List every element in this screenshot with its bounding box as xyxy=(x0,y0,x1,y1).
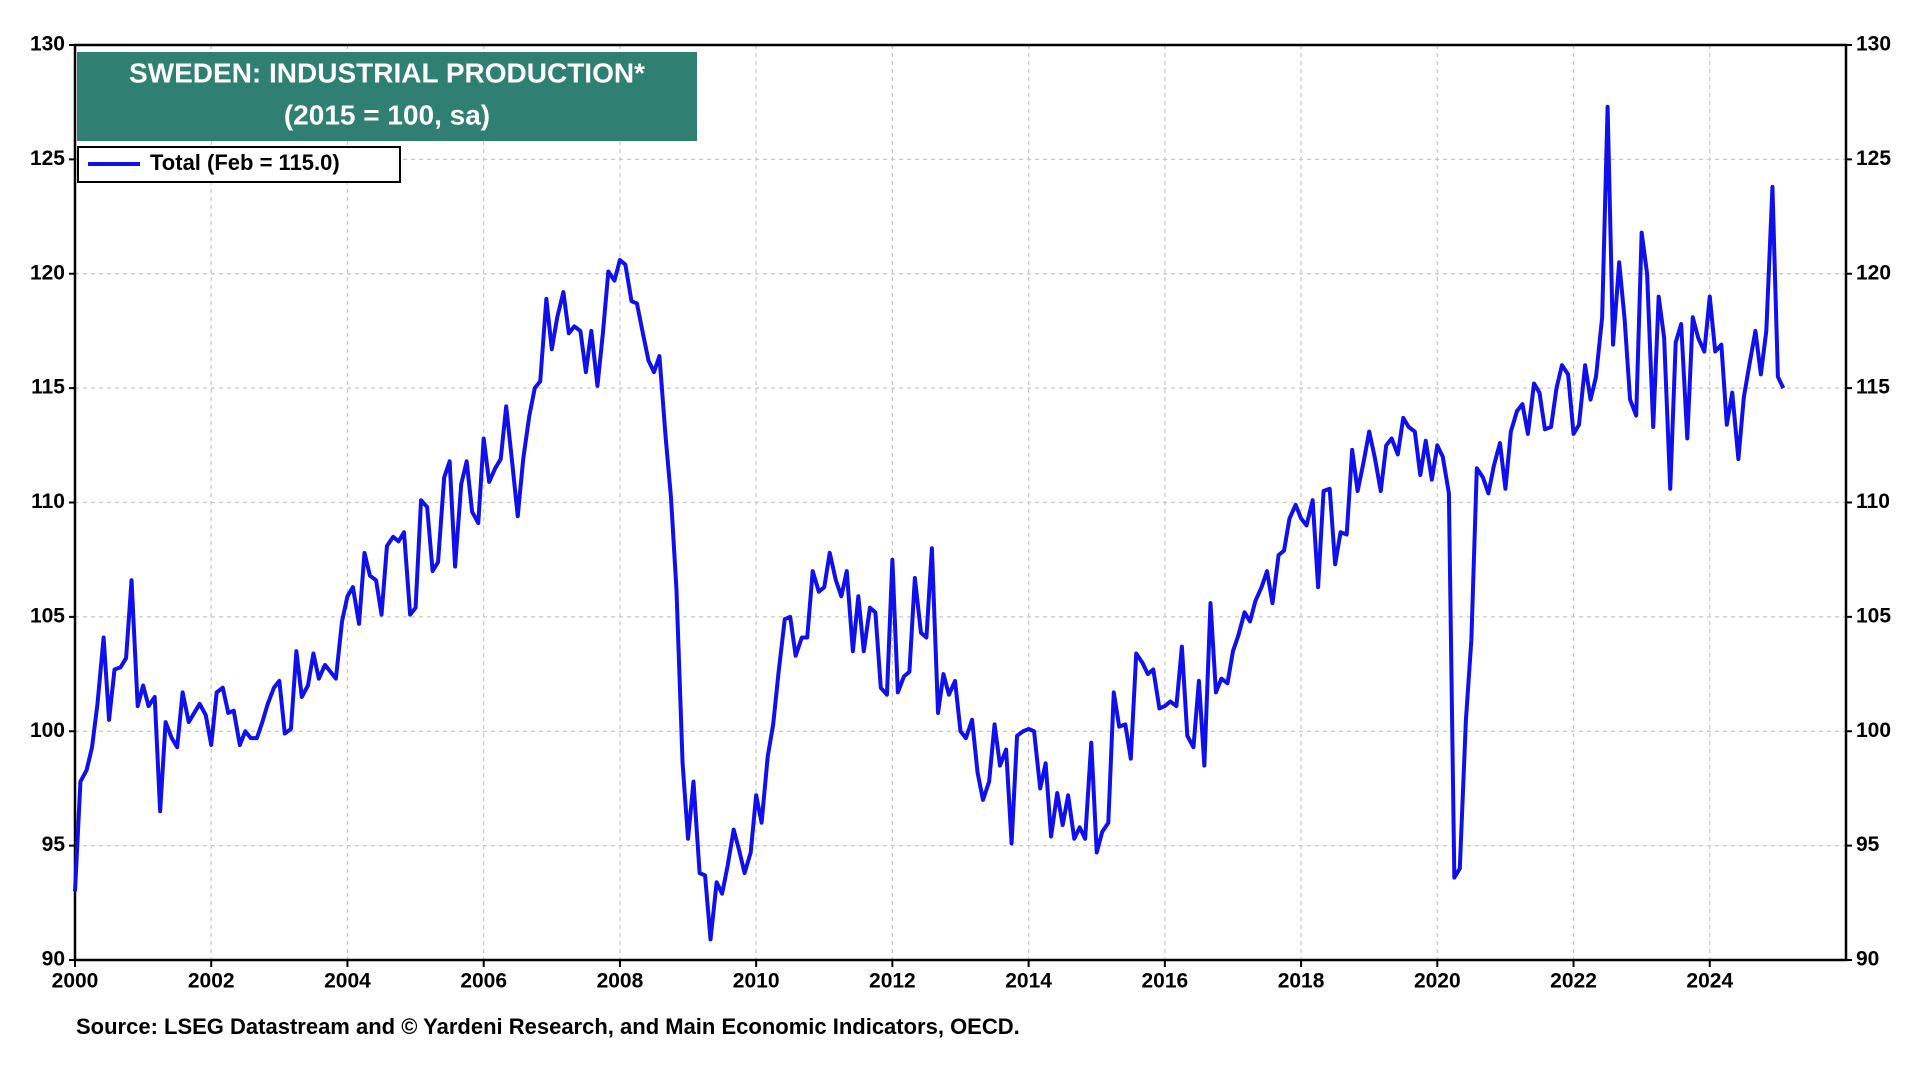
y-tick-label: 105 xyxy=(30,604,65,627)
y-tick-label: 125 xyxy=(30,147,65,170)
x-tick-label: 2022 xyxy=(1550,970,1597,993)
y-tick-label: 130 xyxy=(30,33,65,56)
y2-tick-label: 130 xyxy=(1856,33,1891,56)
y2-tick-label: 100 xyxy=(1856,719,1891,742)
x-tick-label: 2010 xyxy=(733,970,780,993)
source-note: Source: LSEG Datastream and © Yardeni Re… xyxy=(76,1014,1020,1039)
y-tick-label: 110 xyxy=(31,490,65,513)
x-tick-label: 2000 xyxy=(52,970,99,993)
title-box xyxy=(77,52,697,141)
y2-tick-label: 90 xyxy=(1856,948,1879,971)
x-tick-label: 2006 xyxy=(460,970,507,993)
data-line xyxy=(73,104,1786,942)
x-tick-label: 2004 xyxy=(324,970,371,993)
x-tick-label: 2016 xyxy=(1141,970,1188,993)
plot: 90 95 100 105 110 115 120 125 130 90 95 100 105 110 11… xyxy=(30,33,1891,993)
y-tick-label: 100 xyxy=(30,719,65,742)
x-tick-label: 2020 xyxy=(1414,970,1461,993)
y-tick-label: 90 xyxy=(42,948,65,971)
y2-tick-label: 105 xyxy=(1856,604,1891,627)
x-tick-label: 2014 xyxy=(1005,970,1052,993)
x-tick-label: 2008 xyxy=(597,970,644,993)
y2-tick-label: 115 xyxy=(1856,376,1890,399)
y-tick-label: 115 xyxy=(31,376,65,399)
y-tick-label: 120 xyxy=(30,261,65,284)
chart-title: SWEDEN: INDUSTRIAL PRODUCTION* xyxy=(129,57,645,88)
y2-tick-label: 120 xyxy=(1856,261,1891,284)
x-tick-label: 2024 xyxy=(1686,970,1733,993)
x-tick-label: 2012 xyxy=(869,970,916,993)
x-tick-label: 2002 xyxy=(188,970,235,993)
plot-frame xyxy=(73,43,1848,962)
y2-tick-label: 110 xyxy=(1856,490,1890,513)
legend-label: Total (Feb = 115.0) xyxy=(150,150,340,175)
y-tick-label: 95 xyxy=(42,833,66,856)
y2-tick-label: 125 xyxy=(1856,147,1891,170)
chart-subtitle: (2015 = 100, sa) xyxy=(284,99,490,130)
y2-tick-label: 95 xyxy=(1856,833,1880,856)
x-tick-label: 2018 xyxy=(1278,970,1325,993)
